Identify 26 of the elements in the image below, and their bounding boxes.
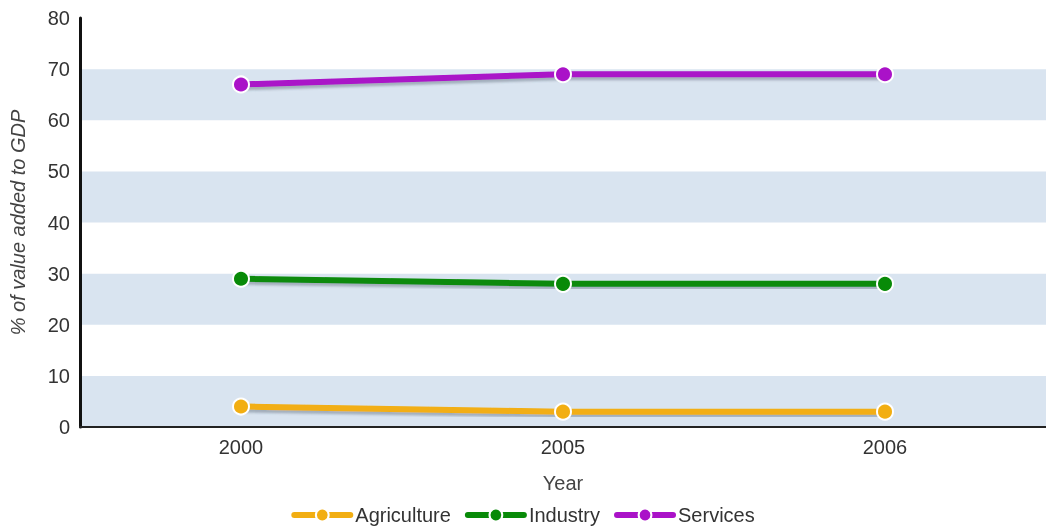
y-tick-label: 40 bbox=[47, 211, 70, 234]
x-axis-title: Year bbox=[542, 472, 584, 494]
x-tick-label: 2000 bbox=[218, 436, 264, 458]
y-tick-label: 10 bbox=[47, 364, 70, 387]
y-tick-label: 70 bbox=[47, 58, 70, 81]
point bbox=[876, 402, 894, 421]
y-tick-label: 50 bbox=[47, 160, 70, 183]
point bbox=[554, 274, 572, 293]
y-tick-label: 60 bbox=[47, 109, 70, 132]
legend-label: Agriculture bbox=[355, 504, 451, 526]
x-tick-label: 2005 bbox=[540, 436, 586, 458]
point bbox=[232, 75, 250, 94]
point bbox=[876, 274, 894, 293]
point bbox=[554, 402, 572, 421]
y-tick-label: 30 bbox=[47, 262, 70, 285]
y-tick-label: 20 bbox=[47, 313, 70, 336]
point bbox=[232, 269, 250, 288]
x-tick-label: 2006 bbox=[862, 436, 908, 458]
point bbox=[232, 397, 250, 416]
y-axis-title: % of value added to GDP bbox=[7, 109, 29, 336]
point bbox=[554, 65, 572, 84]
y-tick-label: 0 bbox=[58, 416, 70, 438]
y-tick-label: 80 bbox=[47, 7, 70, 29]
point bbox=[876, 65, 894, 84]
legend-label: Services bbox=[678, 504, 755, 526]
legend-label: Industry bbox=[528, 504, 601, 526]
